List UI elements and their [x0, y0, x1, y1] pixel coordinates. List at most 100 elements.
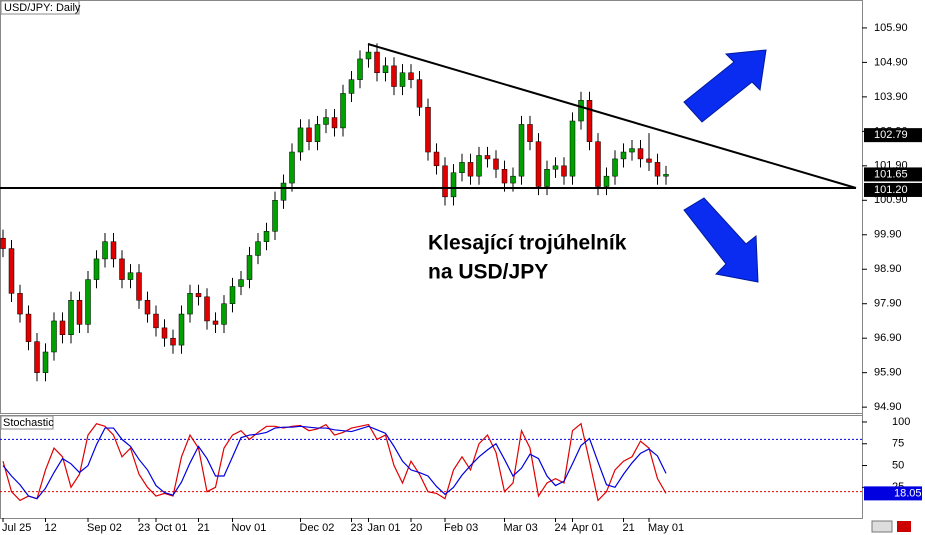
y-tick-label: 96.90	[874, 332, 902, 344]
candle-body	[433, 151, 440, 167]
candle-body	[187, 293, 193, 315]
candle-body	[25, 313, 32, 342]
candle-body	[221, 303, 227, 325]
candle-body	[110, 241, 117, 260]
scroll-icon[interactable]	[871, 520, 893, 533]
candle-body	[68, 300, 74, 335]
indicator-title: Stochastic	[3, 417, 54, 429]
x-tick-label: Feb 03	[444, 522, 478, 534]
candle-body	[59, 320, 66, 335]
x-tick-label: 21	[198, 522, 210, 534]
candle-body	[374, 51, 380, 73]
candle-body	[569, 120, 576, 177]
x-tick-label: Mar 03	[504, 522, 538, 534]
candle-body	[289, 151, 295, 184]
candle-body	[51, 320, 57, 353]
candle-body	[450, 172, 457, 198]
candle-body	[76, 300, 83, 325]
candle-body	[93, 258, 100, 280]
x-tick-label: Nov 01	[232, 522, 267, 534]
price-marker-label: 102.79	[874, 129, 908, 141]
candle-body	[85, 279, 91, 325]
annotation: na USD/JPY	[428, 261, 548, 284]
candle-body	[127, 272, 134, 280]
y-tick-label: 94.90	[874, 401, 902, 413]
candle-body	[272, 200, 278, 232]
candle-body	[408, 72, 414, 80]
candle-body	[510, 175, 516, 184]
candle-body	[42, 351, 49, 373]
candle-body	[229, 286, 236, 304]
candle-body	[391, 65, 397, 87]
candle-body	[34, 341, 40, 373]
title-box	[0, 0, 80, 15]
candle-body	[323, 117, 329, 125]
price-marker	[864, 182, 922, 197]
candle-body	[518, 124, 525, 177]
x-tick-label: May 01	[648, 522, 684, 534]
title-box	[0, 415, 54, 430]
price-marker	[864, 167, 922, 182]
price-marker-label: 101.65	[874, 168, 908, 180]
candle-body	[552, 165, 559, 170]
chart-title: USD/JPY: Daily	[4, 2, 81, 14]
arrow-down	[683, 197, 759, 283]
x-tick-label: 23	[138, 522, 150, 534]
candle-body	[297, 127, 304, 153]
candle-body	[8, 248, 15, 294]
price-marker-label: 101.20	[874, 184, 908, 196]
candle-body	[365, 51, 372, 60]
candle-body	[170, 337, 176, 346]
y-tick-label: 75	[892, 438, 904, 450]
candle-body	[357, 58, 363, 80]
candle-body	[204, 296, 210, 322]
candle-body	[17, 293, 23, 315]
candle-body	[314, 124, 321, 142]
candle-body	[306, 127, 312, 142]
candle-body	[263, 231, 270, 242]
y-tick-label: 100.90	[874, 194, 908, 206]
y-tick-label: 100	[892, 416, 910, 428]
x-tick-label: 23	[351, 522, 363, 534]
candle-body	[578, 100, 584, 122]
price-marker	[864, 128, 922, 143]
candle-body	[178, 313, 185, 346]
arrow-up	[683, 49, 767, 123]
candle-body	[646, 158, 652, 163]
candle-body	[255, 241, 261, 256]
candle-body	[280, 182, 287, 201]
candle-body	[153, 313, 159, 329]
stochastic-line	[2, 422, 667, 502]
candle-body	[238, 279, 244, 287]
candle-body	[212, 320, 219, 325]
x-tick-label: Jul 25	[2, 522, 31, 534]
candle-body	[595, 141, 601, 187]
close-icon[interactable]	[897, 521, 911, 532]
candle-body	[102, 241, 108, 260]
x-tick-label: 20	[410, 522, 422, 534]
candle-body	[544, 169, 550, 187]
y-tick-label: 99.90	[874, 229, 902, 241]
candle-body	[459, 162, 465, 173]
candle-body	[340, 93, 346, 129]
last-value-label: 18.05	[894, 487, 922, 499]
candle-body	[663, 174, 669, 177]
candle-body	[348, 79, 355, 94]
candle-body	[620, 151, 627, 160]
x-tick-label: Jan 01	[368, 522, 401, 534]
y-tick-label: 97.90	[874, 298, 902, 310]
candle-body	[629, 148, 635, 153]
candle-body	[195, 293, 202, 298]
candle-body	[442, 165, 448, 198]
candle-body	[493, 158, 499, 170]
candle-body	[476, 155, 482, 177]
candle-body	[246, 255, 253, 280]
price-panel	[0, 0, 863, 414]
x-tick-label: 24	[555, 522, 567, 534]
candle-body	[119, 258, 125, 280]
annotation: Klesající trojúhelník	[428, 232, 627, 255]
candle-body	[399, 72, 406, 87]
x-tick-label: Dec 02	[300, 522, 335, 534]
